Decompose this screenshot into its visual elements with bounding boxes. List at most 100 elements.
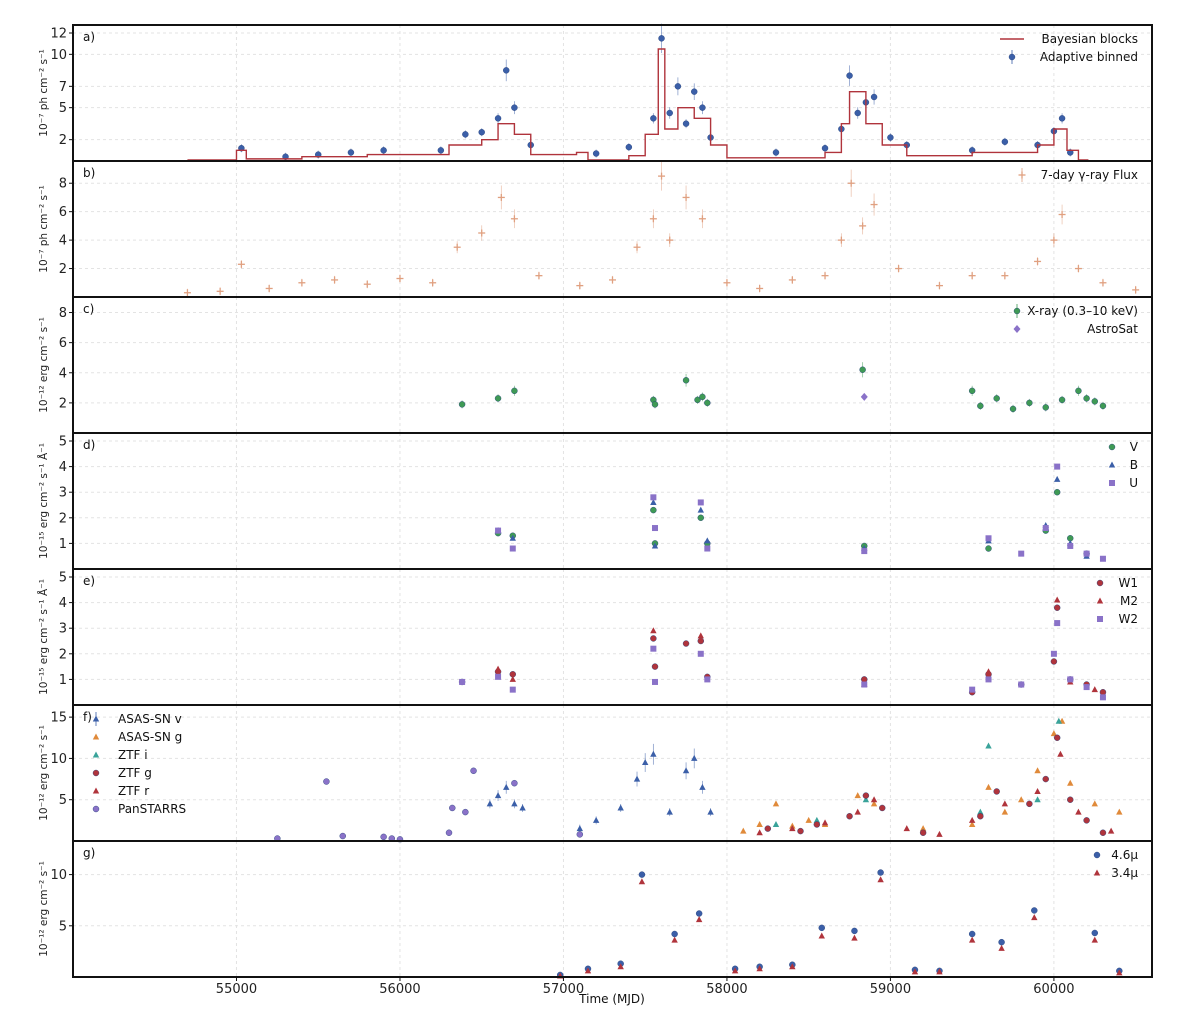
data-point <box>609 276 616 284</box>
legend-label: M2 <box>1120 594 1138 608</box>
data-point <box>699 783 706 790</box>
data-point <box>697 650 704 657</box>
data-point <box>380 147 387 154</box>
series-asas-sn-g <box>740 717 1123 834</box>
data-point <box>968 820 976 827</box>
data-point <box>854 109 861 117</box>
data-point <box>682 120 690 127</box>
data-point <box>1067 542 1074 549</box>
legend-label: 4.6μ <box>1111 848 1138 862</box>
legend-marker <box>92 769 100 777</box>
data-point <box>723 279 731 287</box>
data-point <box>576 282 584 290</box>
legend-item: M2 <box>1096 594 1138 608</box>
data-point <box>650 494 657 501</box>
data-point <box>323 778 330 785</box>
data-point <box>1001 808 1009 815</box>
data-point <box>1053 475 1061 482</box>
data-point <box>666 109 673 117</box>
data-point <box>879 804 886 812</box>
y-tick-label: 6 <box>59 336 67 351</box>
data-point <box>862 796 870 803</box>
data-point <box>509 545 516 552</box>
data-point <box>877 869 884 876</box>
data-point <box>846 72 853 79</box>
data-point <box>1058 211 1066 219</box>
data-point <box>617 963 624 970</box>
data-point <box>1067 796 1074 803</box>
legend-label: Adaptive binned <box>1040 50 1138 64</box>
data-point <box>1057 750 1064 757</box>
data-point <box>1050 650 1057 657</box>
y-tick-label: 6 <box>59 205 67 220</box>
data-point <box>459 678 466 685</box>
series-u <box>495 463 1106 562</box>
series-7-day-ray-flux <box>183 161 1140 297</box>
data-point <box>756 820 763 827</box>
panel-label: c) <box>83 302 94 316</box>
data-point <box>1058 115 1066 122</box>
data-point <box>861 681 868 688</box>
data-point <box>650 506 657 514</box>
data-point <box>1001 800 1009 807</box>
data-point <box>511 779 518 787</box>
data-point <box>682 377 690 384</box>
data-point <box>511 104 518 111</box>
data-point <box>396 275 404 283</box>
series-x-ray-0-3-10-kev- <box>458 362 1107 413</box>
data-point <box>985 668 992 675</box>
data-point <box>638 878 646 885</box>
data-point <box>347 149 355 156</box>
data-point <box>695 916 703 923</box>
legend-marker <box>1093 851 1101 859</box>
data-point <box>985 535 992 542</box>
y-tick-label: 2 <box>59 396 67 411</box>
data-point <box>445 829 453 836</box>
data-point <box>854 808 861 815</box>
legend-marker <box>1097 616 1103 622</box>
data-point <box>1083 684 1090 691</box>
legend-item: B <box>1108 458 1138 472</box>
legend-item: U <box>1109 476 1138 490</box>
data-point <box>429 279 437 287</box>
data-point <box>969 686 976 693</box>
data-point <box>860 392 868 401</box>
data-point <box>650 498 657 505</box>
data-point <box>936 968 943 975</box>
data-point <box>837 236 845 244</box>
data-point <box>1099 279 1107 287</box>
data-point <box>977 813 984 820</box>
series-bayesian-blocks <box>187 48 1089 161</box>
data-point <box>1026 800 1033 808</box>
y-axis-label: 10⁻¹² erg cm⁻² s⁻¹ <box>38 725 50 821</box>
data-point <box>1042 525 1049 532</box>
data-point <box>772 800 780 807</box>
data-point <box>1083 395 1090 402</box>
data-point <box>818 932 825 939</box>
y-axis-label: 10⁻¹⁵ erg cm⁻² s⁻¹ Å⁻¹ <box>37 443 50 559</box>
data-point <box>877 876 884 883</box>
data-point <box>704 399 711 407</box>
data-point <box>478 229 486 237</box>
data-point <box>331 276 339 284</box>
panel-e: 1 2 3 4 5 10⁻¹⁵ erg cm⁻² s⁻¹ Å⁻¹ e) W1 M2 W2 <box>37 568 1153 706</box>
data-point <box>509 675 516 682</box>
legend-item: 7-day γ-ray Flux <box>1018 168 1138 182</box>
data-point <box>183 289 191 297</box>
data-point <box>666 808 673 815</box>
legend-item: ZTF i <box>92 748 148 762</box>
data-point <box>650 627 657 634</box>
data-point <box>935 282 943 290</box>
x-tick-label: 60000 <box>1033 982 1074 997</box>
y-tick-label: 12 <box>50 27 67 42</box>
data-point <box>870 93 878 101</box>
data-point <box>1075 387 1082 395</box>
data-point <box>805 816 812 823</box>
data-point <box>510 215 518 223</box>
data-point <box>789 825 796 832</box>
legend-item: W1 <box>1096 576 1138 590</box>
data-point <box>699 393 706 401</box>
data-point <box>494 115 502 122</box>
series-w2 <box>459 620 1106 701</box>
